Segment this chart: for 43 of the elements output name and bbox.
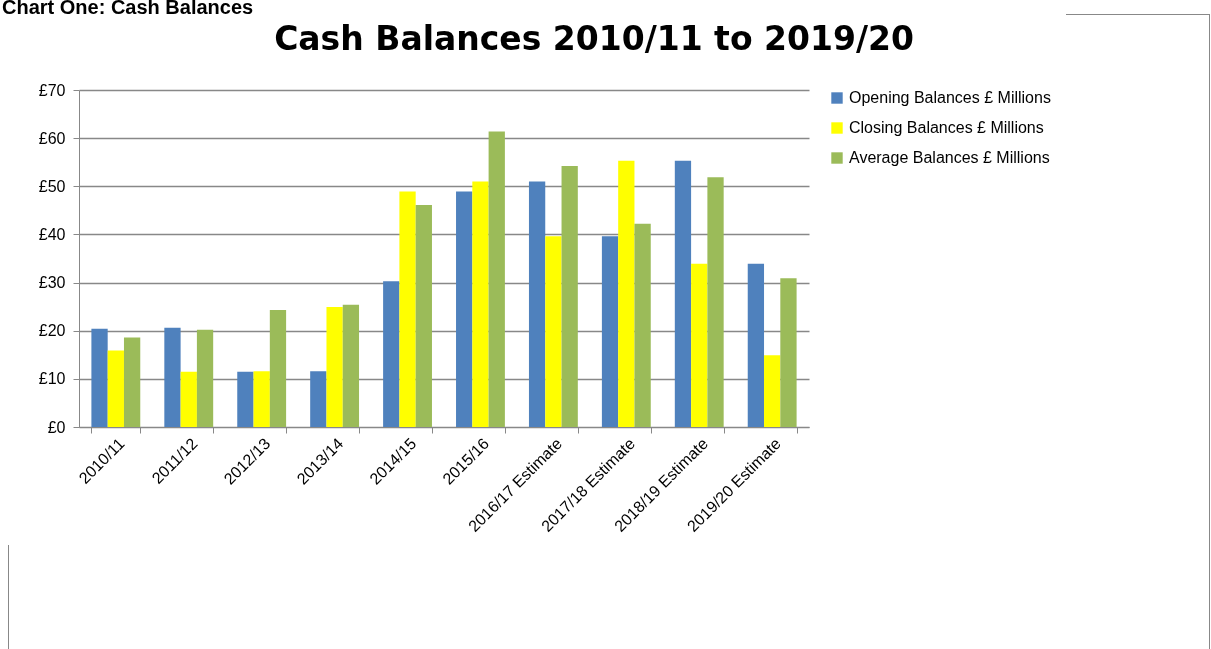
legend-label: Average Balances £ Millions bbox=[849, 149, 1050, 166]
bar bbox=[180, 371, 197, 427]
y-tick-label: £10 bbox=[38, 370, 66, 388]
bar bbox=[747, 263, 765, 427]
bar bbox=[472, 181, 489, 427]
text: Chart One: Cash Balances bbox=[2, 0, 254, 19]
bar bbox=[456, 191, 473, 427]
bar bbox=[674, 160, 692, 427]
y-tick-label: £50 bbox=[38, 177, 66, 195]
y-tick-label: £60 bbox=[38, 129, 66, 147]
y-tick-label: £20 bbox=[38, 322, 66, 340]
bar bbox=[196, 329, 214, 427]
bar bbox=[618, 160, 635, 427]
bar bbox=[269, 310, 287, 427]
bar bbox=[780, 278, 797, 427]
legend-label: Opening Balances £ Millions bbox=[849, 89, 1051, 106]
bar bbox=[164, 327, 181, 427]
bar bbox=[528, 181, 546, 427]
bar bbox=[342, 304, 360, 427]
bar bbox=[310, 371, 327, 427]
bar bbox=[399, 191, 416, 427]
bar bbox=[415, 205, 432, 427]
bar bbox=[326, 307, 343, 427]
legend-label: Closing Balances £ Millions bbox=[849, 119, 1044, 136]
y-tick-label: £70 bbox=[38, 81, 66, 99]
y-tick-label: £40 bbox=[38, 225, 66, 243]
bar bbox=[123, 337, 141, 427]
bar bbox=[488, 131, 505, 427]
bar bbox=[91, 328, 108, 427]
bar bbox=[634, 223, 651, 427]
chart-title: Cash Balances 2010/11 to 2019/20 bbox=[274, 19, 914, 58]
bar bbox=[764, 355, 781, 427]
bar bbox=[545, 236, 562, 427]
bar bbox=[707, 177, 724, 427]
bar bbox=[561, 166, 578, 427]
y-tick-label: £0 bbox=[47, 418, 66, 436]
bar bbox=[601, 236, 619, 427]
bar bbox=[237, 371, 254, 427]
bar bbox=[107, 350, 124, 427]
bar bbox=[383, 281, 400, 427]
bar bbox=[691, 263, 708, 427]
y-tick-label: £30 bbox=[38, 274, 66, 292]
bar bbox=[253, 371, 270, 427]
